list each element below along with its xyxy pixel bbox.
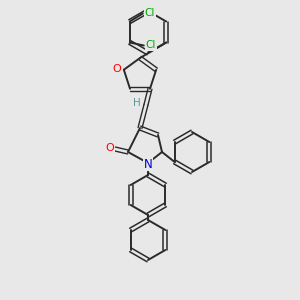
- Text: H: H: [133, 98, 141, 108]
- Text: N: N: [144, 158, 152, 170]
- Text: Cl: Cl: [145, 8, 155, 17]
- Text: Cl: Cl: [146, 40, 156, 50]
- Text: O: O: [112, 64, 121, 74]
- Text: O: O: [106, 143, 114, 153]
